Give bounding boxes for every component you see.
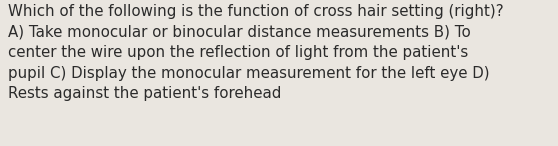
Text: Which of the following is the function of cross hair setting (right)?
A) Take mo: Which of the following is the function o… [8, 4, 503, 101]
